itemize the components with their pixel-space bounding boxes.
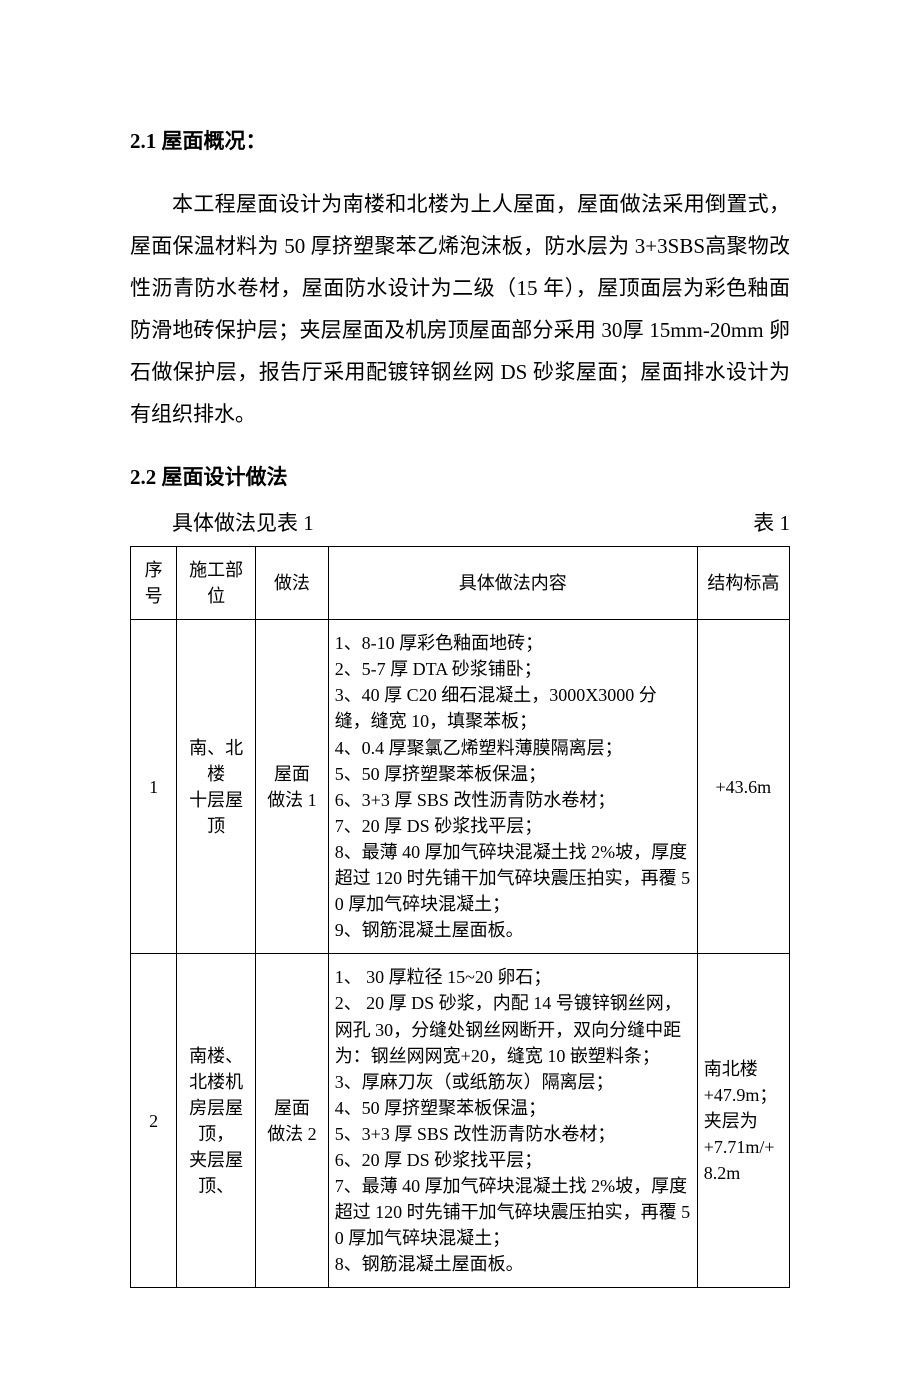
col-header-seq: 序号 bbox=[131, 547, 177, 620]
detail-line: 4、50 厚挤塑聚苯板保温； bbox=[335, 1095, 691, 1121]
overview-paragraph: 本工程屋面设计为南楼和北楼为上人屋面，屋面做法采用倒置式，屋面保温材料为 50 … bbox=[130, 183, 790, 435]
table-header-row: 序号 施工部位 做法 具体做法内容 结构标高 bbox=[131, 547, 790, 620]
cell-details: 1、8-10 厚彩色釉面地砖； 2、5-7 厚 DTA 砂浆铺卧； 3、40 厚… bbox=[328, 620, 697, 954]
section-2-2-heading: 2.2 屋面设计做法 bbox=[130, 456, 790, 498]
detail-line: 1、 30 厚粒径 15~20 卵石； bbox=[335, 964, 691, 990]
table-row: 2 南楼、北楼机房层屋顶，夹层屋顶、 屋面做法 2 1、 30 厚粒径 15~2… bbox=[131, 954, 790, 1288]
table-caption-right: 表 1 bbox=[753, 502, 790, 544]
section-2-1-heading: 2.1 屋面概况： bbox=[130, 120, 790, 162]
detail-line: 1、8-10 厚彩色釉面地砖； bbox=[335, 630, 691, 656]
detail-line: 7、最薄 40 厚加气碎块混凝土找 2%坡，厚度超过 120 时先铺干加气碎块震… bbox=[335, 1173, 691, 1251]
detail-line: 9、钢筋混凝土屋面板。 bbox=[335, 917, 691, 943]
detail-line: 6、3+3 厚 SBS 改性沥青防水卷材； bbox=[335, 787, 691, 813]
detail-line: 2、 20 厚 DS 砂浆，内配 14 号镀锌钢丝网，网孔 30，分缝处钢丝网断… bbox=[335, 990, 691, 1068]
detail-line: 2、5-7 厚 DTA 砂浆铺卧； bbox=[335, 656, 691, 682]
col-header-detail: 具体做法内容 bbox=[328, 547, 697, 620]
detail-line: 3、厚麻刀灰（或纸筋灰）隔离层； bbox=[335, 1069, 691, 1095]
cell-height: 南北楼+47.9m；夹层为+7.71m/+8.2m bbox=[697, 954, 789, 1288]
cell-part: 南、北楼十层屋顶 bbox=[177, 620, 256, 954]
detail-line: 8、最薄 40 厚加气碎块混凝土找 2%坡，厚度超过 120 时先铺干加气碎块震… bbox=[335, 839, 691, 917]
cell-details: 1、 30 厚粒径 15~20 卵石； 2、 20 厚 DS 砂浆，内配 14 … bbox=[328, 954, 697, 1288]
document-page: 2.1 屋面概况： 本工程屋面设计为南楼和北楼为上人屋面，屋面做法采用倒置式，屋… bbox=[0, 0, 920, 1388]
cell-method: 屋面做法 2 bbox=[256, 954, 328, 1288]
spec-table: 序号 施工部位 做法 具体做法内容 结构标高 1 南、北楼十层屋顶 屋面做法 1… bbox=[130, 546, 790, 1288]
detail-line: 7、20 厚 DS 砂浆找平层； bbox=[335, 813, 691, 839]
table-caption-left: 具体做法见表 1 bbox=[130, 502, 314, 544]
detail-line: 4、0.4 厚聚氯乙烯塑料薄膜隔离层； bbox=[335, 735, 691, 761]
detail-line: 5、3+3 厚 SBS 改性沥青防水卷材； bbox=[335, 1121, 691, 1147]
col-header-height: 结构标高 bbox=[697, 547, 789, 620]
cell-seq: 1 bbox=[131, 620, 177, 954]
detail-line: 8、钢筋混凝土屋面板。 bbox=[335, 1251, 691, 1277]
cell-seq: 2 bbox=[131, 954, 177, 1288]
detail-line: 5、50 厚挤塑聚苯板保温； bbox=[335, 761, 691, 787]
table-caption-row: 具体做法见表 1 表 1 bbox=[130, 502, 790, 544]
cell-part: 南楼、北楼机房层屋顶，夹层屋顶、 bbox=[177, 954, 256, 1288]
detail-line: 6、20 厚 DS 砂浆找平层； bbox=[335, 1147, 691, 1173]
cell-method: 屋面做法 1 bbox=[256, 620, 328, 954]
table-body: 1 南、北楼十层屋顶 屋面做法 1 1、8-10 厚彩色釉面地砖； 2、5-7 … bbox=[131, 620, 790, 1288]
col-header-method: 做法 bbox=[256, 547, 328, 620]
cell-height: +43.6m bbox=[697, 620, 789, 954]
col-header-part: 施工部位 bbox=[177, 547, 256, 620]
table-row: 1 南、北楼十层屋顶 屋面做法 1 1、8-10 厚彩色釉面地砖； 2、5-7 … bbox=[131, 620, 790, 954]
detail-line: 3、40 厚 C20 细石混凝土，3000X3000 分缝，缝宽 10，填聚苯板… bbox=[335, 682, 691, 734]
